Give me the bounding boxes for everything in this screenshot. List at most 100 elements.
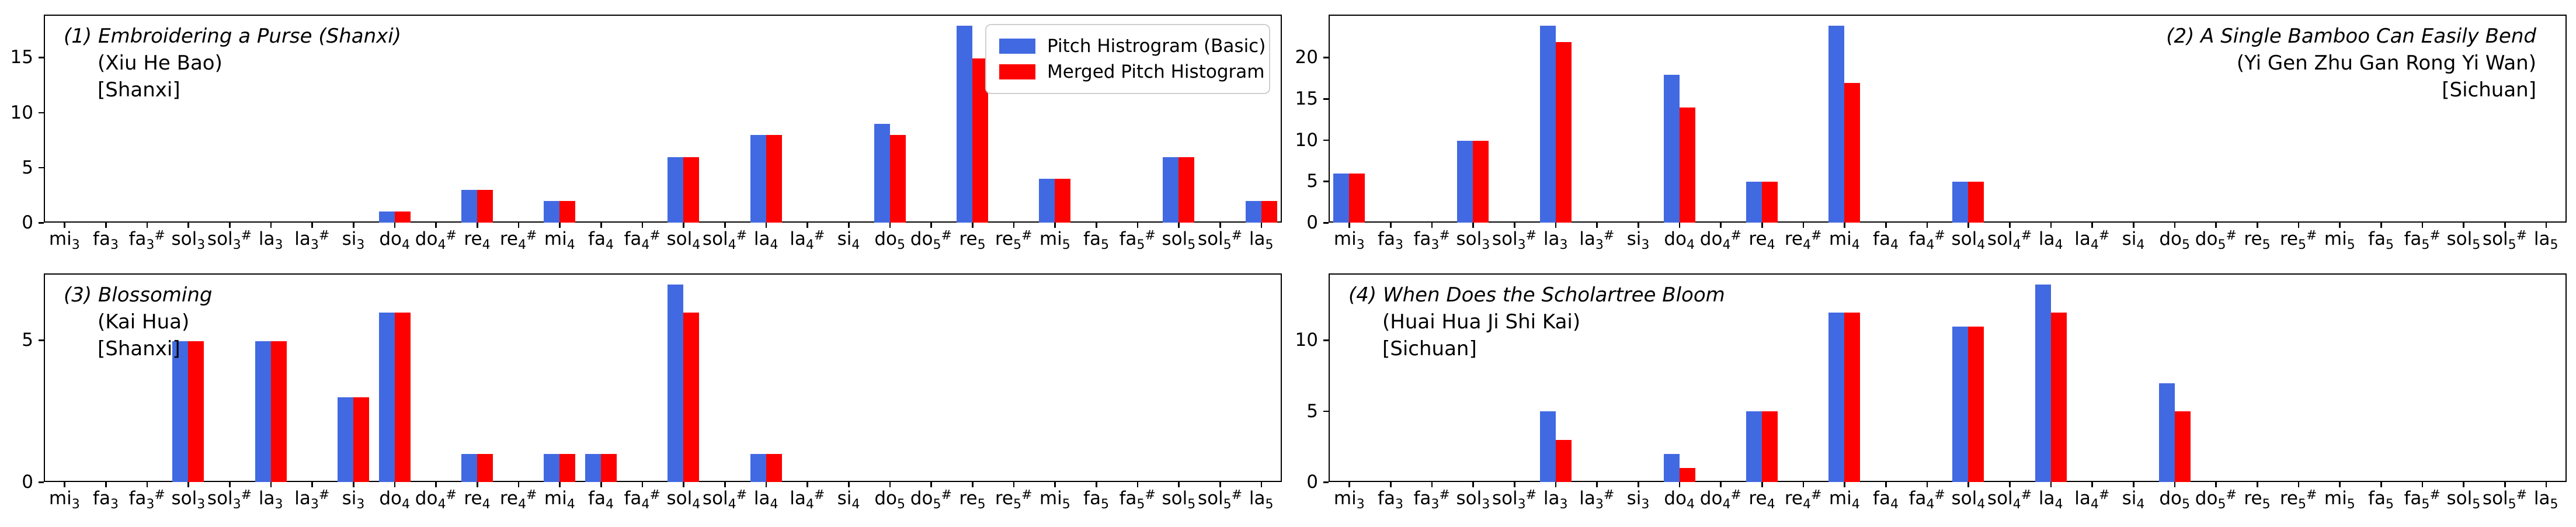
bar-basic-mi4 [1828, 313, 1845, 482]
y-tick-mark-5 [1323, 410, 1329, 412]
x-tick-label-fa3#: fa3# [128, 488, 165, 512]
x-tick-label-do5#: do5# [2195, 488, 2237, 512]
x-tick-label-si3: si3 [342, 228, 365, 253]
y-tick-label-10: 10 [10, 102, 33, 123]
x-tick-mark-la3# [1596, 223, 1598, 228]
legend-swatch-basic [999, 39, 1035, 54]
y-tick-label-5: 5 [1306, 400, 1318, 422]
subplot-title-line-2: (Xiu He Bao) [98, 51, 223, 75]
x-tick-label-fa3: fa3 [1378, 488, 1403, 512]
bar-merged-mi3 [1349, 173, 1365, 223]
x-tick-mark-re5 [972, 482, 974, 487]
x-tick-mark-mi3 [1348, 482, 1350, 487]
x-tick-mark-re4 [477, 482, 478, 487]
subplot-title-line-2: (Huai Hua Ji Shi Kai) [1382, 310, 1581, 334]
x-tick-mark-sol4 [683, 223, 684, 228]
x-tick-label-la3#: la3# [294, 488, 330, 512]
x-tick-mark-fa5# [1136, 223, 1139, 228]
x-tick-label-sol4: sol4 [1951, 488, 1986, 512]
bar-basic-sol4 [1952, 181, 1969, 223]
x-tick-mark-la5 [1260, 482, 1263, 487]
x-tick-mark-do5 [889, 223, 891, 228]
x-tick-mark-do4 [1678, 482, 1681, 487]
x-tick-mark-sol5# [1219, 482, 1221, 487]
x-tick-label-re5#: re5# [995, 488, 1033, 512]
bar-merged-mi4 [559, 200, 576, 223]
x-tick-label-la4: la4 [753, 228, 778, 253]
x-tick-mark-sol4# [724, 223, 726, 228]
bar-merged-do4 [394, 212, 411, 223]
bar-basic-la3 [1539, 411, 1556, 482]
bar-merged-mi5 [1055, 179, 1071, 223]
subplot-title: (2) A Single Bamboo Can Easily Bend (Yi G… [2166, 23, 2536, 103]
x-tick-mark-fa4# [1926, 482, 1928, 487]
bar-merged-mi4 [1844, 83, 1861, 223]
x-tick-mark-sol5 [1178, 482, 1180, 487]
x-tick-label-fa3#: fa3# [128, 228, 165, 253]
legend-item-merged: Merged Pitch Histogram [999, 59, 1269, 85]
x-tick-mark-sol3 [1472, 223, 1474, 228]
subplot-title-line-1: (1) Embroidering a Purse (Shanxi) [64, 25, 401, 48]
x-tick-mark-la4 [765, 482, 767, 487]
x-tick-label-si4: si4 [2122, 228, 2145, 253]
x-tick-mark-re5 [972, 223, 974, 228]
y-tick-mark-5 [39, 339, 44, 341]
y-tick-mark-15 [1323, 98, 1329, 100]
y-tick-mark-20 [1323, 57, 1329, 58]
bar-merged-la3 [1555, 439, 1572, 482]
x-tick-mark-mi5 [2339, 482, 2341, 487]
x-tick-mark-mi5 [1054, 482, 1056, 487]
bar-merged-do4 [1679, 467, 1695, 482]
x-tick-label-sol4: sol4 [1951, 228, 1986, 253]
x-tick-label-do5#: do5# [910, 228, 952, 253]
x-tick-label-mi4: mi4 [544, 488, 575, 512]
bar-merged-do4 [1679, 108, 1695, 223]
x-tick-mark-la3 [1555, 223, 1557, 228]
axes-box [1329, 273, 2567, 482]
x-tick-mark-sol5 [2463, 482, 2464, 487]
x-tick-label-la3#: la3# [1579, 228, 1615, 253]
bar-basic-do4 [1663, 75, 1680, 223]
bar-merged-la4 [766, 135, 782, 223]
subplot-3: 0 5 mi3 fa3 fa3# sol3 sol3# la3 la3# si3 do4 do4# re… [22, 273, 1282, 511]
x-tick-label-sol3: sol3 [1456, 488, 1490, 512]
subplot-4: 0 5 10 mi3 fa3 fa3# sol3 sol3# la3 la3# si3 do4 do4#… [1295, 273, 2567, 511]
x-tick-label-sol5#: sol5# [2482, 488, 2528, 512]
x-tick-label-sol3: sol3 [171, 228, 206, 253]
x-tick-label-mi5: mi5 [2324, 488, 2355, 512]
x-tick-label-la5: la5 [2533, 228, 2558, 253]
x-tick-mark-la3 [1555, 482, 1557, 487]
x-tick-mark-do5# [2215, 223, 2217, 228]
y-tick-label-5: 5 [22, 157, 33, 178]
y-tick-mark-15 [39, 57, 44, 58]
x-tick-label-fa5#: fa5# [1119, 228, 1156, 253]
x-tick-mark-fa4# [641, 223, 644, 228]
x-tick-mark-fa3 [105, 223, 107, 228]
x-tick-label-fa5#: fa5# [2404, 488, 2441, 512]
bar-basic-la4 [2035, 284, 2051, 482]
x-tick-label-re5: re5 [959, 228, 986, 253]
bar-merged-re4 [477, 453, 493, 482]
subplot-title-line-2: (Kai Hua) [98, 310, 190, 334]
x-tick-mark-si3 [1638, 482, 1639, 487]
x-tick-mark-re4# [517, 482, 520, 487]
x-tick-mark-fa3# [146, 223, 148, 228]
x-tick-label-si3: si3 [1626, 228, 1650, 253]
x-tick-mark-fa4# [1926, 223, 1928, 228]
axes-box [44, 15, 1282, 223]
legend-item-basic: Pitch Histrogram (Basic) [999, 33, 1269, 59]
bar-merged-la4 [2050, 313, 2067, 482]
x-tick-mark-si3 [353, 482, 354, 487]
x-tick-label-sol3#: sol3# [207, 228, 252, 253]
bar-merged-re4 [1762, 181, 1778, 223]
x-tick-mark-sol5# [1219, 223, 1221, 228]
bar-merged-do5 [2174, 411, 2191, 482]
x-tick-mark-fa5 [2380, 482, 2382, 487]
y-tick-label-5: 5 [22, 330, 33, 351]
x-tick-mark-do5 [2174, 482, 2176, 487]
x-tick-mark-re5# [1013, 223, 1015, 228]
bar-basic-sol4 [1952, 327, 1969, 482]
subplot-2: 0 5 10 15 20 mi3 fa3 fa3# sol3 sol3# la3 la3# si3 do4… [1295, 15, 2567, 252]
x-tick-mark-fa5# [1136, 482, 1139, 487]
